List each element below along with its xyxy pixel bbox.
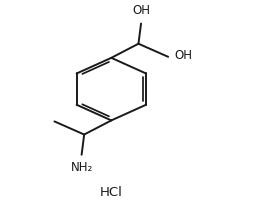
Text: NH₂: NH₂ [70, 161, 93, 174]
Text: HCl: HCl [100, 186, 123, 199]
Text: OH: OH [175, 49, 193, 62]
Text: OH: OH [132, 4, 150, 17]
